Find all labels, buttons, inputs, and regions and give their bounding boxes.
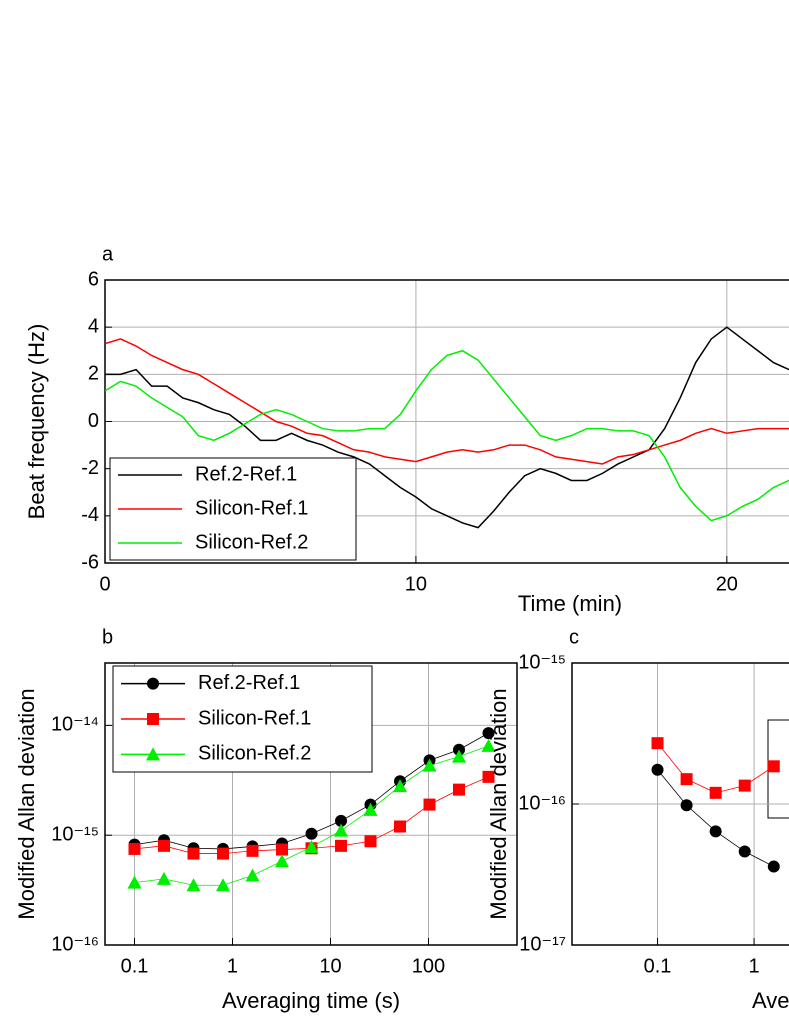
data-point bbox=[186, 878, 201, 892]
data-point bbox=[157, 871, 172, 885]
data-point bbox=[305, 827, 318, 840]
legend-marker bbox=[147, 713, 159, 725]
x-axis-label: Time (min) bbox=[518, 591, 622, 616]
data-point bbox=[334, 823, 349, 837]
legend-label: Silicon-Ref.1 bbox=[198, 707, 311, 729]
legend-label: Silicon-Ref.2 bbox=[198, 743, 311, 765]
data-point bbox=[394, 820, 407, 833]
y-tick-label: 10⁻¹⁷ bbox=[519, 933, 566, 955]
legend-label: Ref.2-Ref.1 bbox=[198, 672, 300, 694]
data-point bbox=[422, 758, 437, 772]
legend-marker bbox=[146, 747, 160, 761]
x-tick-label: 0 bbox=[99, 573, 110, 595]
series-line bbox=[657, 769, 774, 867]
y-tick-label: 6 bbox=[88, 268, 99, 290]
data-point bbox=[335, 814, 348, 827]
y-tick-label: 2 bbox=[88, 363, 99, 385]
y-tick-label: -6 bbox=[81, 551, 99, 573]
x-tick-label: 100 bbox=[412, 955, 445, 977]
x-tick-label: 1 bbox=[749, 955, 760, 977]
data-point bbox=[767, 760, 780, 773]
data-point bbox=[187, 847, 200, 860]
legend-marker bbox=[147, 677, 159, 690]
data-point bbox=[738, 845, 751, 858]
y-tick-label: 10⁻¹⁶ bbox=[51, 933, 99, 955]
data-point bbox=[738, 779, 751, 792]
x-tick-label: 1 bbox=[227, 955, 238, 977]
data-point bbox=[767, 860, 780, 873]
plot-frame bbox=[104, 279, 789, 564]
data-point bbox=[127, 875, 142, 889]
data-point bbox=[275, 854, 290, 868]
series-line bbox=[105, 349, 789, 522]
series-line bbox=[105, 326, 789, 529]
data-point bbox=[158, 839, 171, 852]
data-point bbox=[393, 779, 408, 793]
data-point bbox=[651, 737, 664, 750]
data-point bbox=[246, 844, 259, 857]
y-axis-label: Modified Allan deviation bbox=[14, 688, 39, 919]
y-tick-label: 10⁻¹⁵ bbox=[518, 651, 566, 673]
panel-label: b bbox=[102, 626, 113, 648]
data-point bbox=[423, 798, 436, 811]
data-point bbox=[216, 878, 231, 892]
data-point bbox=[709, 786, 722, 799]
panel-label: a bbox=[102, 243, 114, 265]
data-point bbox=[245, 868, 260, 882]
x-tick-label: 10 bbox=[405, 573, 427, 595]
y-axis-label: Modified Allan deviation bbox=[486, 688, 511, 919]
data-point bbox=[482, 727, 495, 740]
plot-frame bbox=[104, 662, 518, 946]
data-point bbox=[364, 835, 377, 848]
data-point bbox=[335, 839, 348, 852]
y-tick-label: 10⁻¹⁴ bbox=[51, 714, 99, 736]
y-tick-label: 0 bbox=[88, 410, 99, 432]
data-point bbox=[128, 842, 141, 855]
series-line bbox=[657, 742, 775, 794]
panel-label: c bbox=[569, 626, 579, 648]
y-tick-label: -4 bbox=[81, 504, 99, 526]
legend-label: Silicon-Ref.2 bbox=[195, 531, 308, 553]
data-point bbox=[481, 738, 496, 752]
y-tick-label: 10⁻¹⁶ bbox=[518, 792, 566, 814]
data-point bbox=[217, 847, 230, 860]
x-axis-label: Avera bbox=[752, 988, 789, 1013]
y-tick-label: -2 bbox=[81, 457, 99, 479]
data-point bbox=[709, 825, 722, 838]
data-point bbox=[482, 770, 495, 783]
data-point bbox=[452, 749, 467, 763]
y-tick-label: 4 bbox=[88, 315, 99, 337]
data-point bbox=[680, 799, 693, 812]
x-tick-label: 0.1 bbox=[644, 955, 672, 977]
data-point bbox=[276, 843, 289, 856]
data-point bbox=[453, 783, 466, 796]
x-axis-label: Averaging time (s) bbox=[222, 988, 400, 1013]
x-tick-label: 10 bbox=[319, 955, 341, 977]
x-tick-label: 20 bbox=[716, 573, 738, 595]
data-point bbox=[680, 773, 693, 786]
legend-label: Silicon-Ref.1 bbox=[195, 497, 308, 519]
plot-frame bbox=[571, 662, 789, 946]
y-axis-label: Beat frequency (Hz) bbox=[24, 324, 49, 520]
data-point bbox=[651, 763, 664, 776]
x-tick-label: 0.1 bbox=[121, 955, 149, 977]
y-tick-label: 10⁻¹⁵ bbox=[51, 823, 99, 845]
data-point bbox=[363, 802, 378, 816]
data-point bbox=[304, 840, 319, 854]
series-line bbox=[105, 338, 789, 465]
legend-label: Ref.2-Ref.1 bbox=[195, 463, 297, 485]
